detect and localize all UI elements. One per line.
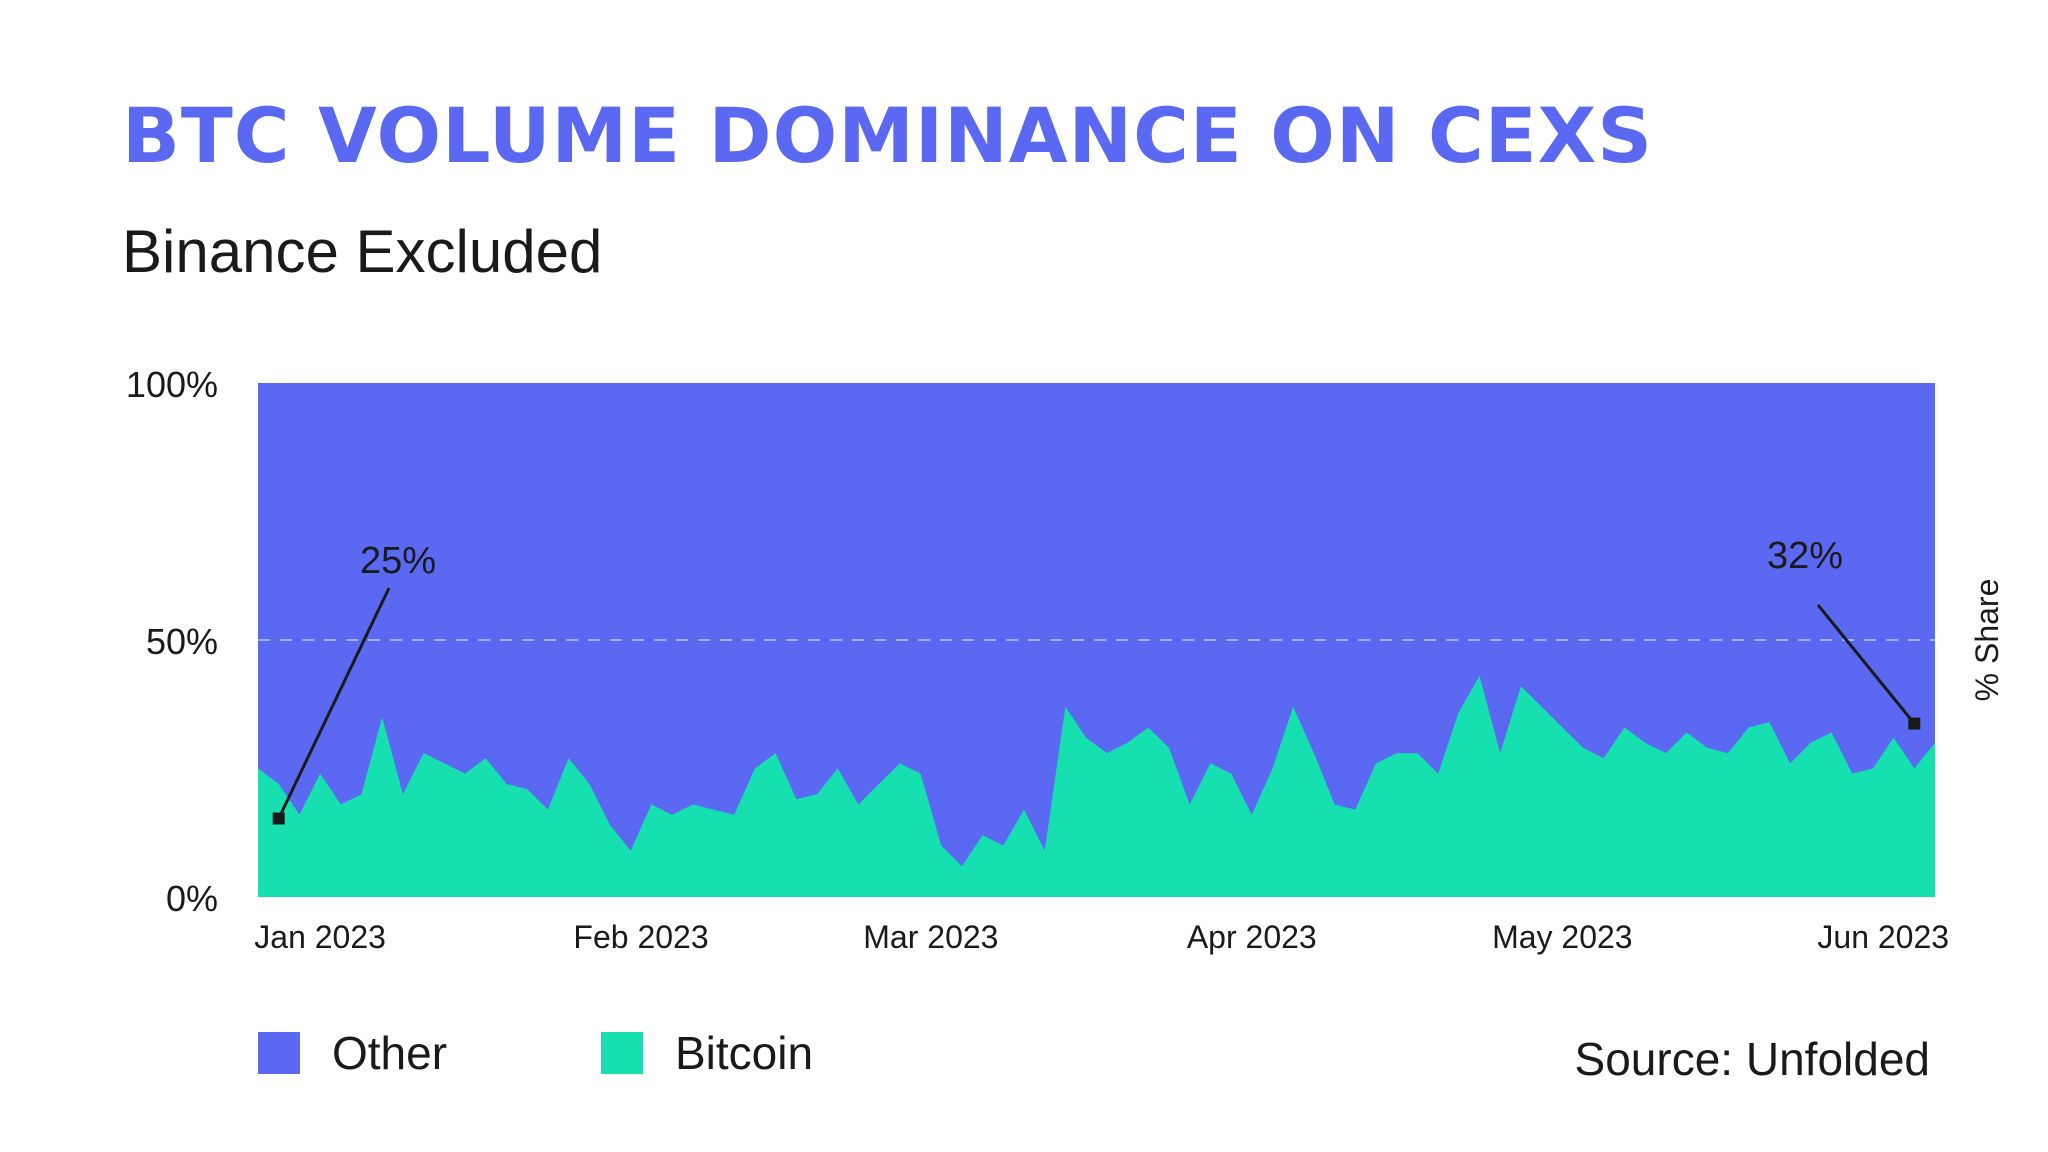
x-tick-label: Jun 2023 — [1817, 919, 1949, 955]
annotation-label-end: 32% — [1767, 535, 1843, 577]
annotation-line-start — [277, 587, 391, 820]
legend-label-other: Other — [332, 1027, 448, 1079]
y-tick-label: 0% — [166, 878, 218, 919]
x-tick-label: Apr 2023 — [1187, 919, 1317, 955]
y-tick-label: 50% — [146, 621, 218, 662]
series-area-bitcoin — [258, 676, 1935, 897]
chart-title: BTC VOLUME DOMINANCE ON CEXS — [122, 91, 1654, 180]
annotation-marker-end — [1908, 717, 1921, 730]
chart-subtitle: Binance Excluded — [122, 218, 603, 285]
annotation-label-start: 25% — [360, 540, 436, 582]
legend-label-bitcoin: Bitcoin — [675, 1027, 814, 1079]
y-axis-label: % Share — [1969, 579, 2005, 702]
legend-swatch-bitcoin — [601, 1032, 643, 1074]
annotation-line-end — [1816, 604, 1916, 725]
legend-item-bitcoin: Bitcoin — [601, 1030, 813, 1076]
legend-swatch-other — [258, 1032, 300, 1074]
x-tick-label: Jan 2023 — [254, 919, 386, 955]
source-label: Source: Unfolded — [1574, 1033, 1930, 1085]
x-tick-label: Feb 2023 — [573, 919, 708, 955]
legend-item-other: Other — [258, 1030, 447, 1076]
y-tick-label: 100% — [126, 364, 218, 405]
x-tick-label: May 2023 — [1492, 919, 1633, 955]
annotation-marker-start — [272, 812, 285, 825]
x-tick-label: Mar 2023 — [863, 919, 998, 955]
